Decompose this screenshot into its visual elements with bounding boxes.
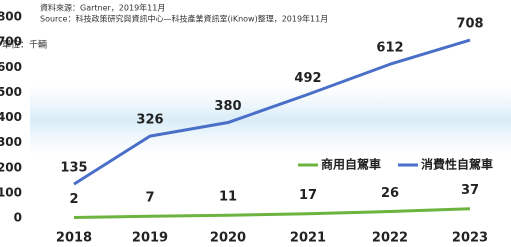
chart: 資料來源：Gartner，2019年11月 Source：科技政策研究與資訊中心… <box>0 0 511 247</box>
y-tick-label: 700 <box>0 35 22 49</box>
data-label: 37 <box>461 183 479 198</box>
data-label: 2 <box>69 192 78 207</box>
y-tick-label: 0 <box>14 211 22 225</box>
y-tick-label: 300 <box>0 135 22 149</box>
y-tick-label: 200 <box>0 160 22 174</box>
data-label: 135 <box>60 161 87 176</box>
data-label: 492 <box>294 71 321 86</box>
source-line: Source：科技政策研究與資訊中心—科技產業資訊室(iKnow)整理，2019… <box>40 14 328 24</box>
x-tick-label: 2021 <box>290 231 326 246</box>
x-tick-label: 2019 <box>132 231 168 246</box>
source-line: 資料來源：Gartner，2019年11月 <box>40 3 165 13</box>
data-label: 612 <box>376 41 403 56</box>
data-label: 326 <box>136 113 163 128</box>
x-tick-label: 2022 <box>372 231 408 246</box>
legend-label: 商用自駕車 <box>321 157 381 172</box>
legend-label: 消費性自駕車 <box>421 157 493 172</box>
data-label: 708 <box>456 17 483 32</box>
data-label: 11 <box>219 190 237 205</box>
y-tick-label: 500 <box>0 85 22 99</box>
y-tick-label: 400 <box>0 110 22 124</box>
y-tick-label: 800 <box>0 10 22 24</box>
x-tick-label: 2023 <box>452 231 488 246</box>
x-tick-label: 2018 <box>56 231 92 246</box>
data-label: 26 <box>381 186 399 201</box>
data-label: 380 <box>214 99 241 114</box>
series-line <box>74 209 470 218</box>
y-tick-label: 600 <box>0 60 22 74</box>
background-band <box>30 85 511 155</box>
data-label: 7 <box>145 191 154 206</box>
x-tick-label: 2020 <box>210 231 246 246</box>
data-label: 17 <box>299 188 317 203</box>
y-tick-label: 100 <box>0 185 22 199</box>
